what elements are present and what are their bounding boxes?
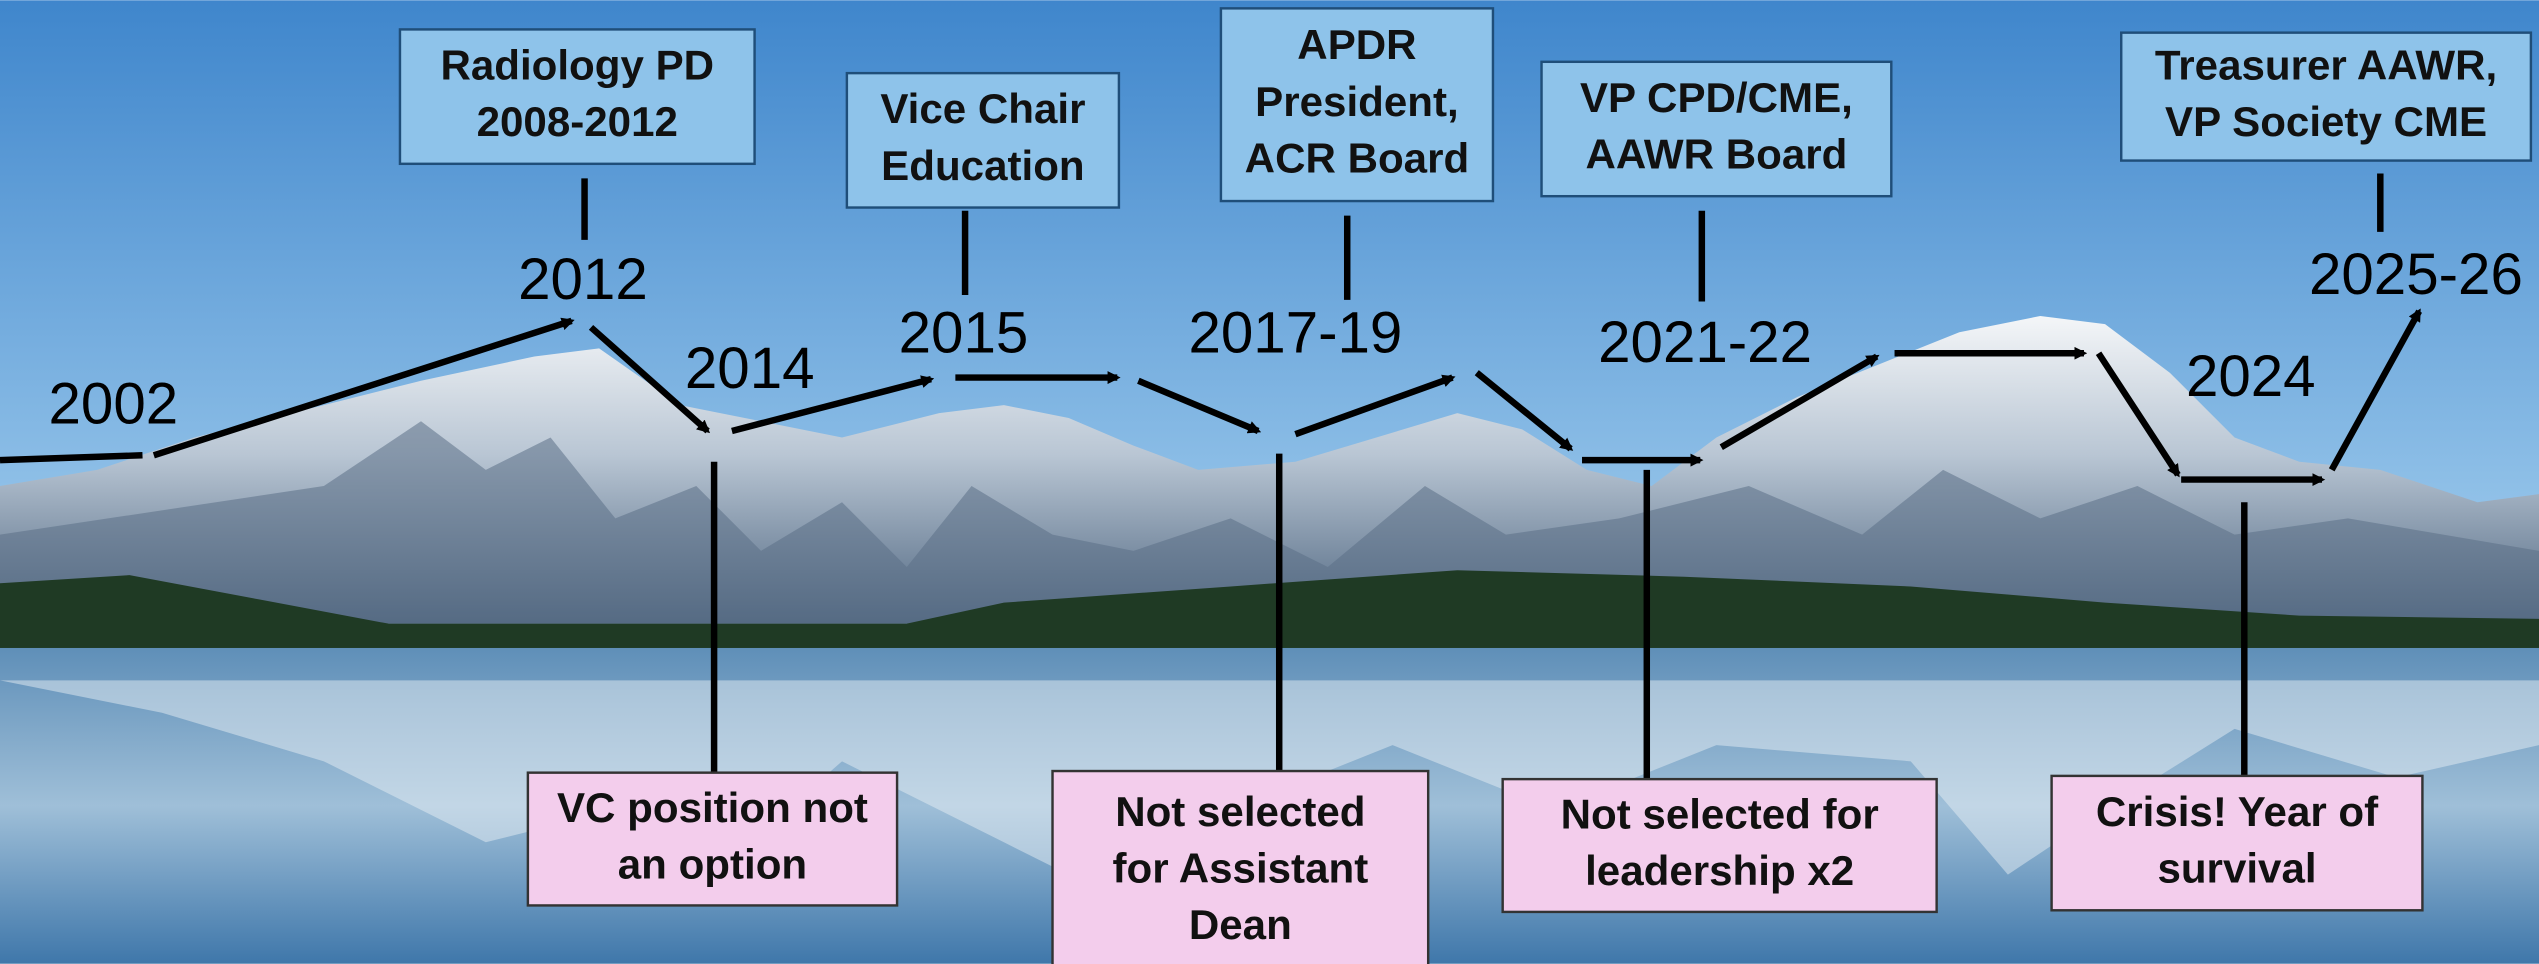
setback-text: Crisis! Year of: [2096, 788, 2379, 835]
year-label: 2012: [518, 247, 648, 312]
year-label: 2014: [685, 336, 815, 401]
milestone-text: ACR Board: [1245, 135, 1470, 182]
year-label: 2025-26: [2309, 242, 2523, 307]
page: 2002 2012 2014 2015 2017-19 2021-22 2024 2025-2…: [0, 0, 2539, 964]
milestone-text: VP CPD/CME,: [1580, 74, 1853, 121]
setback-text: VC position not: [557, 784, 868, 831]
setback-text: Not selected: [1115, 788, 1365, 835]
setback-text: an option: [618, 841, 807, 888]
setback-text: Not selected for: [1561, 790, 1879, 837]
milestone-text: Education: [881, 142, 1084, 189]
setback-text: survival: [2157, 845, 2316, 892]
setback-text: leadership x2: [1585, 847, 1854, 894]
setback-text: Dean: [1189, 901, 1292, 948]
milestone-text: President,: [1255, 78, 1459, 125]
milestone-text: Treasurer AAWR,: [2155, 41, 2497, 88]
milestone-text: 2008-2012: [477, 98, 678, 145]
milestone-text: VP Society CME: [2165, 98, 2487, 145]
year-label: 2015: [899, 300, 1029, 365]
milestone-text: Vice Chair: [880, 85, 1085, 132]
year-label: 2002: [49, 372, 179, 437]
setback-text: for Assistant: [1112, 845, 1368, 892]
year-label: 2021-22: [1598, 310, 1812, 375]
milestone-text: Radiology PD: [440, 41, 714, 88]
timeline: 2002 2012 2014 2015 2017-19 2021-22 2024 2025-2…: [0, 0, 2539, 964]
milestone-text: APDR: [1297, 21, 1416, 68]
year-label: 2017-19: [1188, 300, 1402, 365]
year-label: 2024: [2186, 344, 2316, 409]
milestone-text: AAWR Board: [1585, 130, 1847, 177]
